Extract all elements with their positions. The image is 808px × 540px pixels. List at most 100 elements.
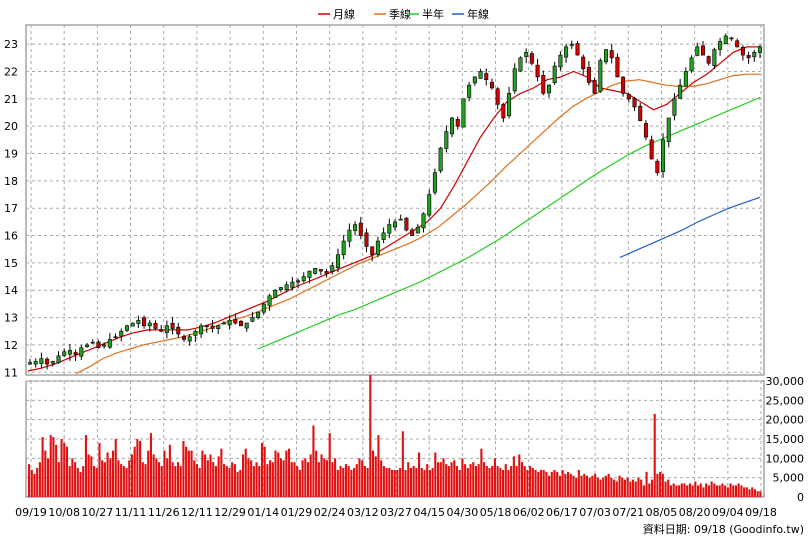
volume-bar <box>718 485 721 497</box>
volume-bar <box>111 450 115 497</box>
volume-bar <box>604 475 608 497</box>
volume-bar <box>320 454 323 497</box>
ma-halfyear-line <box>257 96 761 350</box>
volume-y-axis: 0 5,000 10,000 15,000 20,000 25,000 30,000 <box>766 375 805 504</box>
volume-bar <box>526 469 529 497</box>
volume-bar <box>342 468 345 497</box>
volume-bar <box>182 440 185 497</box>
candle-body <box>598 60 603 92</box>
volume-bar <box>629 481 632 497</box>
candle-body <box>27 362 33 365</box>
price-tick-label: 11 <box>4 366 18 379</box>
volume-bar <box>98 442 101 497</box>
data-source-footer: 資料日期: 09/18 (Goodinfo.tw) <box>643 522 804 536</box>
candle-body <box>375 240 380 255</box>
volume-bar <box>174 466 177 497</box>
volume-panel: 0 5,000 10,000 15,000 20,000 25,000 30,000 <box>25 375 805 504</box>
candle-body <box>39 358 44 364</box>
price-grid <box>26 25 764 375</box>
volume-bar <box>534 469 537 497</box>
volume-bar <box>705 483 708 497</box>
candle-body <box>546 84 551 94</box>
candle-body <box>541 75 546 94</box>
candle-body <box>284 284 289 290</box>
candle-body <box>324 271 329 275</box>
volume-bar <box>293 462 296 497</box>
volume-bar <box>594 473 597 497</box>
volume-bar <box>659 471 662 497</box>
candle-body <box>729 37 734 40</box>
candle-body <box>575 43 580 56</box>
volume-bar <box>76 468 79 497</box>
volume-bar <box>472 462 475 497</box>
volume-bar <box>241 454 245 497</box>
volume-bar <box>171 462 174 497</box>
candle-body <box>649 139 654 160</box>
legend: 月線 季線 半年 年線 <box>318 7 489 21</box>
volume-bar <box>412 466 415 497</box>
x-tick-label: 04/15 <box>413 506 445 519</box>
candle-body <box>723 35 728 44</box>
volume-bar <box>266 464 269 497</box>
volume-bar <box>580 475 583 497</box>
volume-bar <box>358 458 361 497</box>
volume-bar <box>163 450 166 497</box>
volume-bar <box>271 462 274 497</box>
volume-bar <box>675 485 678 497</box>
volume-bar <box>759 491 762 497</box>
volume-bar <box>60 439 63 497</box>
candle-body <box>267 295 272 306</box>
candle-body <box>432 172 437 193</box>
x-tick-label: 09/18 <box>745 506 777 519</box>
volume-bar <box>369 375 372 497</box>
candle-body <box>244 322 249 329</box>
volume-bar <box>653 413 656 497</box>
candle-body <box>221 322 226 325</box>
volume-tick-label: 0 <box>797 491 804 504</box>
candle-body <box>85 344 90 348</box>
volume-bar <box>640 479 643 497</box>
volume-bar <box>499 468 502 497</box>
volume-bar <box>374 456 377 497</box>
volume-bar <box>212 462 215 497</box>
candle-body <box>569 43 574 46</box>
candle-body <box>96 341 101 348</box>
volume-bar <box>355 464 358 497</box>
volume-bar <box>331 462 334 497</box>
candle-body <box>592 80 597 94</box>
price-panel-frame <box>25 24 765 376</box>
volume-bar <box>128 460 131 497</box>
candle-body <box>313 268 318 274</box>
volume-bar <box>336 469 339 497</box>
ma-year-line <box>619 196 761 258</box>
volume-bar <box>120 464 123 497</box>
candle-body <box>119 330 124 337</box>
volume-bar <box>748 489 751 497</box>
candle-body <box>216 325 221 329</box>
candle-body <box>467 84 472 98</box>
volume-bar <box>415 468 418 497</box>
volume-bar <box>109 458 112 497</box>
volume-bar <box>290 462 293 497</box>
volume-bar <box>347 466 350 497</box>
price-tick-label: 12 <box>4 339 18 352</box>
volume-bar <box>334 458 337 497</box>
volume-bar <box>618 475 621 497</box>
volume-bar <box>726 487 729 497</box>
price-tick-label: 21 <box>4 93 18 106</box>
volume-bar <box>166 458 169 497</box>
volume-bar <box>626 477 629 497</box>
volume-bar <box>507 469 510 497</box>
candle-body <box>239 320 244 327</box>
candle-body <box>147 322 152 327</box>
volume-bar <box>228 468 231 497</box>
x-tick-label: 12/29 <box>214 506 246 519</box>
volume-bar <box>117 460 120 497</box>
volume-bar <box>431 468 434 497</box>
volume-bar <box>577 469 580 497</box>
volume-bar <box>233 464 236 497</box>
volume-bar <box>688 483 691 497</box>
x-tick-label: 02/24 <box>314 506 346 519</box>
volume-bar <box>82 466 85 497</box>
volume-bar <box>661 473 664 497</box>
